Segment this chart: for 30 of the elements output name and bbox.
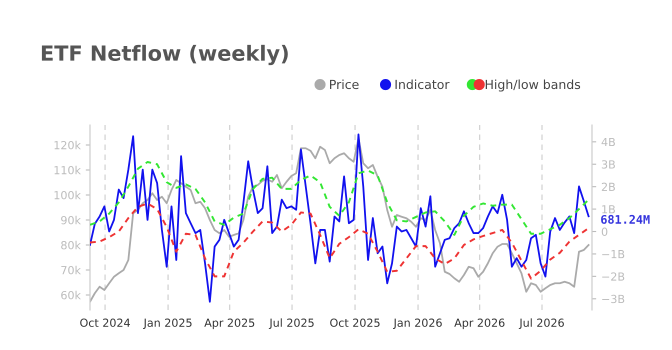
x-tick-label: Oct 2025 (330, 318, 380, 327)
x-tick-label: Jul 2026 (518, 318, 564, 329)
y2-tick-label: 1B (602, 205, 615, 214)
line-series (90, 202, 590, 280)
x-tick-label: Oct 2024 (80, 318, 130, 327)
y-tick-label: 70k (61, 266, 81, 274)
y2-tick-label: 2B (602, 182, 615, 191)
y2-tick-label: −1B (602, 250, 624, 258)
line-series (90, 161, 590, 236)
legend-label: Price (330, 79, 359, 90)
x-tick-label: Jan 2026 (393, 318, 442, 329)
y2-tick-label: 3B (602, 160, 615, 169)
y2-tick-label: −2B (602, 272, 624, 281)
y2-tick-label: 0 (602, 227, 608, 236)
y2-tick-label: 4B (602, 138, 615, 146)
y-tick-label: 100k (54, 190, 81, 200)
y-tick-label: 90k (61, 216, 81, 224)
x-tick-label: Apr 2025 (204, 318, 254, 330)
legend-label: High/low bands (486, 79, 580, 92)
y-tick-label: 120k (54, 140, 81, 150)
legend-label: Indicator (396, 79, 450, 90)
y-tick-label: 60k (61, 290, 81, 300)
y-tick-label: 80k (61, 240, 81, 250)
y2-tick-label: −3B (602, 294, 624, 304)
x-tick-label: Apr 2026 (454, 318, 504, 330)
x-tick-label: Jan 2025 (143, 318, 192, 329)
text: 681.24M (601, 214, 650, 224)
x-tick-label: Jul 2025 (268, 318, 314, 329)
y-tick-label: 110k (54, 166, 81, 174)
chart-title: ETF Netflow (weekly) (42, 44, 288, 66)
